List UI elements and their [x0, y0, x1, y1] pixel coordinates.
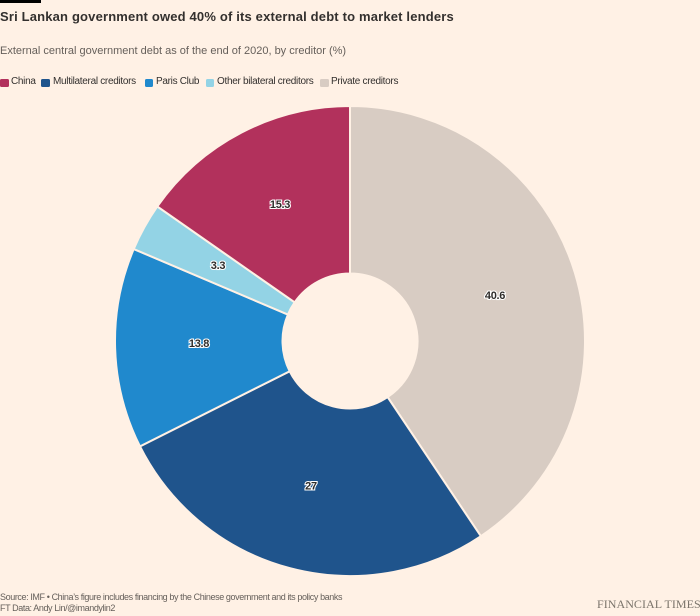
svg-text:13.8: 13.8 — [189, 338, 209, 350]
svg-text:40.6: 40.6 — [485, 290, 505, 302]
svg-text:15.3: 15.3 — [270, 199, 290, 211]
svg-text:27: 27 — [305, 481, 317, 493]
svg-text:3.3: 3.3 — [211, 260, 226, 272]
